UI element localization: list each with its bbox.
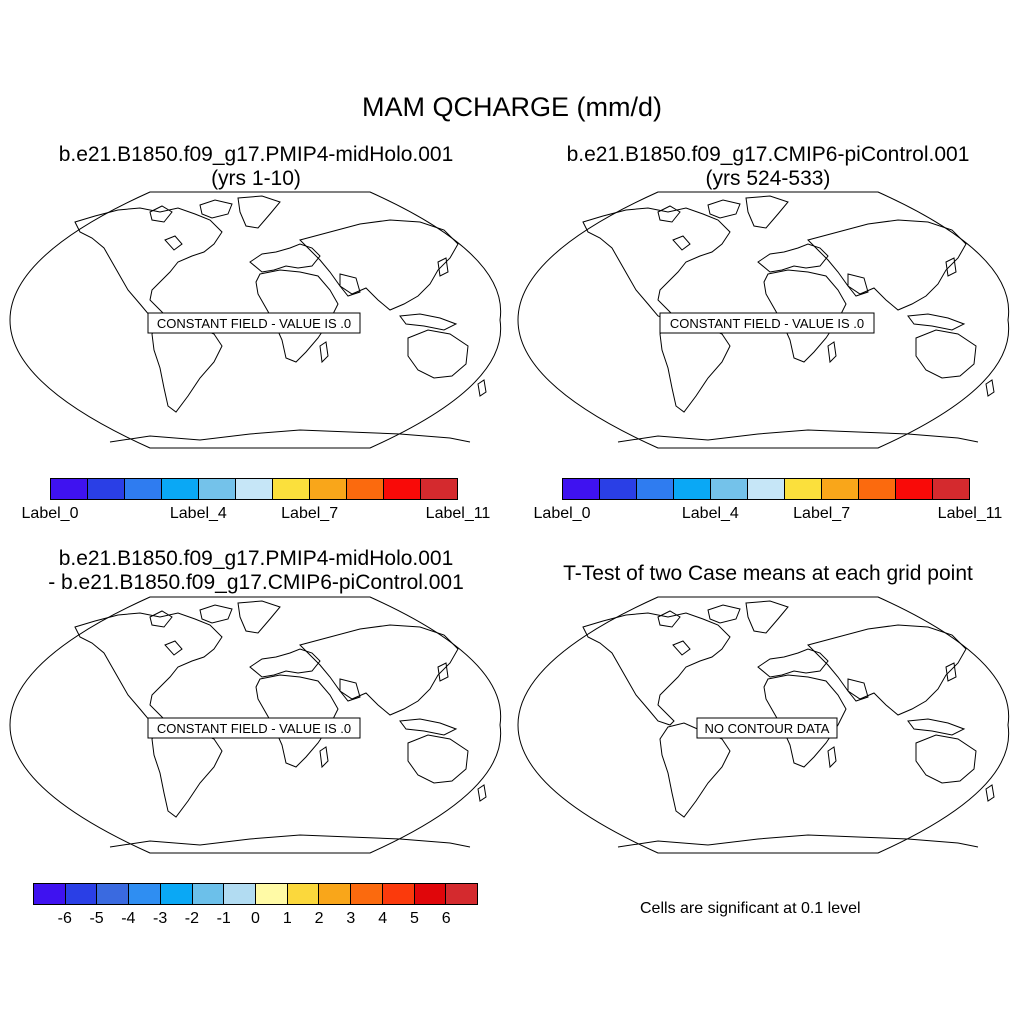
- panel-title-line2: - b.e21.B1850.f09_g17.CMIP6-piControl.00…: [48, 571, 464, 594]
- colorbar-swatch: [347, 479, 384, 499]
- colorbar-swatch: [34, 884, 66, 904]
- colorbar-swatch: [65, 884, 98, 904]
- overlay-box-top-right: CONSTANT FIELD - VALUE IS .0: [659, 312, 875, 334]
- colorbar-swatch: [896, 479, 933, 499]
- map-top-right: [517, 191, 1010, 449]
- colorbar-label: 3: [346, 910, 356, 927]
- colorbar-label: -6: [57, 910, 72, 927]
- panel-title-bottom-right: T-Test of two Case means at each grid po…: [512, 562, 1024, 586]
- colorbar-swatch: [859, 479, 896, 499]
- panel-title-line1: b.e21.B1850.f09_g17.PMIP4-midHolo.001: [58, 143, 454, 166]
- colorbar-swatch: [414, 884, 447, 904]
- colorbar-label: 1: [282, 910, 292, 927]
- colorbar-label: 5: [409, 910, 419, 927]
- colorbar-swatch: [129, 884, 161, 904]
- colorbar-swatch: [933, 479, 969, 499]
- colorbar-label: Label_7: [281, 505, 339, 522]
- colorbar-swatch: [674, 479, 711, 499]
- colorbar-swatch: [310, 479, 347, 499]
- colorbar-swatch: [421, 479, 457, 499]
- overlay-box-bottom-right: NO CONTOUR DATA: [696, 717, 838, 739]
- colorbar-swatch: [224, 884, 257, 904]
- colorbar-top-left: [50, 478, 458, 500]
- colorbar-label: 4: [378, 910, 388, 927]
- panel-title-line2: (yrs 524-533): [705, 167, 831, 190]
- panel-title-top-right: b.e21.B1850.f09_g17.CMIP6-piControl.001 …: [512, 143, 1024, 191]
- colorbar-swatch: [637, 479, 674, 499]
- colorbar-label: Label_0: [533, 505, 591, 522]
- colorbar-swatch: [600, 479, 637, 499]
- map-top-left: [9, 191, 502, 449]
- colorbar-swatch: [287, 884, 320, 904]
- panel-title-line1: b.e21.B1850.f09_g17.PMIP4-midHolo.001: [58, 547, 454, 570]
- colorbar-label: -4: [121, 910, 136, 927]
- overlay-label: CONSTANT FIELD - VALUE IS .0: [157, 721, 351, 736]
- panel-title-top-left: b.e21.B1850.f09_g17.PMIP4-midHolo.001 (y…: [0, 143, 512, 191]
- colorbar-swatch: [97, 884, 130, 904]
- colorbar-label: Label_4: [169, 505, 227, 522]
- significance-note: Cells are significant at 0.1 level: [640, 900, 861, 917]
- colorbar-label: Label_7: [793, 505, 851, 522]
- colorbar-label: Label_11: [425, 505, 491, 522]
- colorbar-swatch: [160, 884, 193, 904]
- colorbar-swatch: [199, 479, 236, 499]
- colorbar-label: Label_4: [681, 505, 739, 522]
- overlay-label: CONSTANT FIELD - VALUE IS .0: [670, 316, 864, 331]
- colorbar-swatch: [51, 479, 88, 499]
- colorbar-swatch: [256, 884, 288, 904]
- colorbar-swatch: [162, 479, 199, 499]
- colorbar-swatch: [384, 479, 421, 499]
- colorbar-label: Label_0: [21, 505, 79, 522]
- colorbar-label: 6: [441, 910, 451, 927]
- colorbar-label: 0: [251, 910, 260, 927]
- colorbar-label: -1: [216, 910, 231, 927]
- colorbar-bottom-left: [33, 883, 478, 905]
- overlay-label: CONSTANT FIELD - VALUE IS .0: [157, 316, 351, 331]
- colorbar-swatch: [192, 884, 225, 904]
- colorbar-top-right: [562, 478, 970, 500]
- colorbar-swatch: [273, 479, 310, 499]
- colorbar-label: -2: [184, 910, 200, 927]
- colorbar-swatch: [563, 479, 600, 499]
- colorbar-label: 2: [314, 910, 324, 927]
- colorbar-label: Label_11: [937, 505, 1003, 522]
- colorbar-swatch: [748, 479, 785, 499]
- colorbar-swatch: [125, 479, 162, 499]
- figure-title: MAM QCHARGE (mm/d): [362, 92, 662, 122]
- colorbar-swatch: [822, 479, 859, 499]
- panel-title-bottom-left: b.e21.B1850.f09_g17.PMIP4-midHolo.001 - …: [0, 547, 512, 595]
- colorbar-swatch: [236, 479, 273, 499]
- colorbar-label: -3: [153, 910, 168, 927]
- panel-title-line1: b.e21.B1850.f09_g17.CMIP6-piControl.001: [566, 143, 970, 166]
- colorbar-swatch: [382, 884, 415, 904]
- map-bottom-right: [517, 596, 1010, 854]
- overlay-box-top-left: CONSTANT FIELD - VALUE IS .0: [147, 312, 361, 334]
- overlay-box-bottom-left: CONSTANT FIELD - VALUE IS .0: [147, 717, 361, 739]
- colorbar-swatch: [351, 884, 383, 904]
- colorbar-swatch: [319, 884, 352, 904]
- colorbar-swatch: [446, 884, 478, 904]
- panel-title-line2: (yrs 1-10): [211, 167, 301, 190]
- overlay-label: NO CONTOUR DATA: [705, 721, 830, 736]
- colorbar-swatch: [711, 479, 748, 499]
- panel-title-line1: T-Test of two Case means at each grid po…: [563, 562, 973, 585]
- map-bottom-left: [9, 596, 502, 854]
- colorbar-swatch: [785, 479, 822, 499]
- colorbar-swatch: [88, 479, 125, 499]
- colorbar-label: -5: [89, 910, 104, 927]
